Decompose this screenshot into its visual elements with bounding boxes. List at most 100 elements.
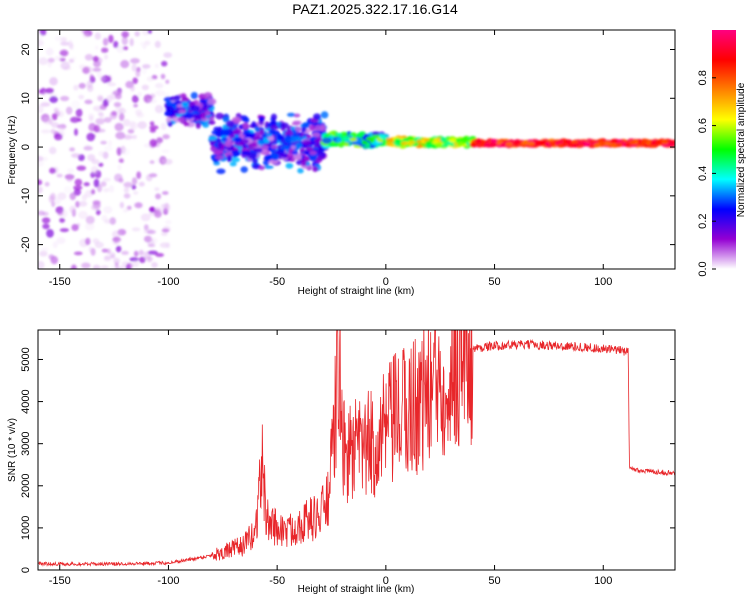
spectrogram-cell	[308, 124, 315, 131]
spectrogram-cell	[134, 31, 140, 37]
spectrogram-cell	[137, 91, 143, 97]
spectrogram-y-tick-label: -10	[20, 188, 32, 204]
spectrogram-cell	[94, 106, 100, 112]
spectrogram-cell	[226, 154, 233, 163]
spectrogram-cell	[258, 165, 265, 171]
spectrogram-cell	[233, 128, 242, 135]
spectrogram-cell	[113, 102, 122, 108]
spectrogram-cell	[229, 161, 237, 167]
spectrogram-cell	[98, 162, 104, 167]
spectrogram-cell	[162, 134, 170, 140]
spectrogram-cell	[268, 136, 275, 142]
spectrogram-cell	[137, 121, 147, 129]
spectrogram-y-tick-label: 10	[20, 92, 32, 104]
spectrogram-cell	[48, 195, 55, 204]
spectrogram-cell	[263, 165, 274, 170]
spectrogram-cell	[144, 40, 151, 46]
spectrogram-cell	[220, 129, 230, 137]
spectrogram-cell	[133, 191, 139, 195]
spectrogram-cell	[149, 206, 156, 213]
spectrogram-cell	[60, 61, 71, 70]
spectrogram-cell	[117, 164, 122, 171]
spectrogram-cell	[138, 256, 146, 263]
spectrogram-cell	[75, 201, 80, 208]
spectrogram-cell	[500, 142, 508, 148]
spectrogram-cell	[69, 43, 74, 50]
spectrogram-cell	[270, 144, 279, 149]
spectrogram-cell	[222, 136, 228, 142]
spectrogram-cell	[101, 248, 108, 253]
spectrogram-cell	[136, 171, 142, 179]
spectrogram-cell	[103, 206, 113, 214]
spectrogram-x-tick-label: 0	[383, 276, 389, 288]
spectrogram-cell	[295, 142, 303, 150]
spectrogram-cell	[247, 142, 258, 148]
snr-y-tick-label: 5000	[20, 347, 32, 371]
spectrogram-cell	[291, 121, 301, 126]
spectrogram-cell	[111, 110, 118, 116]
spectrogram-cell	[45, 47, 54, 56]
spectrogram-cell	[133, 250, 139, 257]
spectrogram-y-tick-label: 20	[20, 43, 32, 55]
spectrogram-y-tick-label: 0	[20, 144, 32, 150]
spectrogram-cell	[312, 132, 321, 138]
spectrogram-cell	[214, 155, 225, 160]
spectrogram-cell	[146, 76, 155, 82]
spectrogram-cell	[38, 39, 44, 47]
spectrogram-cell	[82, 67, 90, 74]
spectrogram-cell	[38, 160, 45, 167]
spectrogram-cell	[195, 122, 201, 129]
spectrogram-cell	[57, 192, 67, 200]
spectrogram-cell	[103, 145, 113, 152]
spectrogram-cell	[41, 217, 51, 224]
spectrogram-cell	[94, 32, 101, 40]
spectrogram-x-label: Height of straight line (km)	[298, 286, 415, 297]
spectrogram-cell	[81, 30, 92, 34]
spectrogram-cell	[270, 153, 280, 161]
spectrogram-cell	[108, 34, 114, 44]
spectrogram-cell	[490, 138, 498, 144]
spectrogram-cell	[123, 182, 133, 188]
spectrogram-cell	[233, 136, 241, 143]
spectrogram-cell	[286, 112, 296, 117]
spectrogram-cell	[122, 46, 129, 51]
spectrogram-cell	[39, 250, 48, 257]
snr-x-tick-label: 0	[383, 575, 389, 587]
spectrogram-cell	[109, 217, 116, 225]
spectrogram-cell	[143, 143, 151, 148]
spectrogram-cell	[60, 41, 70, 46]
spectrogram-cell	[68, 58, 75, 63]
spectrogram-cell	[365, 136, 376, 142]
spectrogram-cell	[207, 98, 217, 105]
spectrogram-cell	[155, 157, 166, 165]
spectrogram-cell	[120, 60, 130, 69]
spectrogram-cell	[112, 238, 121, 244]
spectrogram-cell	[155, 83, 164, 89]
spectrogram-cell	[38, 57, 48, 65]
spectrogram-cell	[63, 185, 72, 194]
spectrogram-cell	[149, 160, 155, 164]
spectrogram-y-label: Frequency (Hz)	[7, 116, 18, 185]
spectrogram-cell	[46, 229, 54, 238]
spectrogram-cell	[107, 82, 117, 87]
spectrogram-cell	[439, 137, 447, 142]
spectrogram-cell	[146, 229, 156, 235]
spectrogram-cell	[43, 117, 52, 125]
spectrogram-cell	[661, 140, 669, 145]
spectrogram-cell	[39, 30, 47, 36]
spectrogram-x-tick-label: 50	[488, 276, 500, 288]
spectrogram-cell	[95, 209, 101, 216]
spectrogram-cell	[243, 117, 250, 124]
spectrogram-cell	[394, 138, 402, 143]
spectrogram-cell	[257, 140, 266, 146]
spectrogram-cell	[87, 154, 96, 162]
spectrogram-cell	[593, 143, 601, 148]
spectrogram-cell	[514, 140, 522, 146]
spectrogram-cell	[52, 241, 58, 249]
colorbar-tick-label: 0.4	[697, 166, 709, 181]
spectrogram-cell	[304, 155, 310, 161]
spectrogram-cell	[45, 88, 54, 94]
spectrogram-cell	[174, 100, 182, 105]
spectrogram-cell	[259, 144, 269, 151]
